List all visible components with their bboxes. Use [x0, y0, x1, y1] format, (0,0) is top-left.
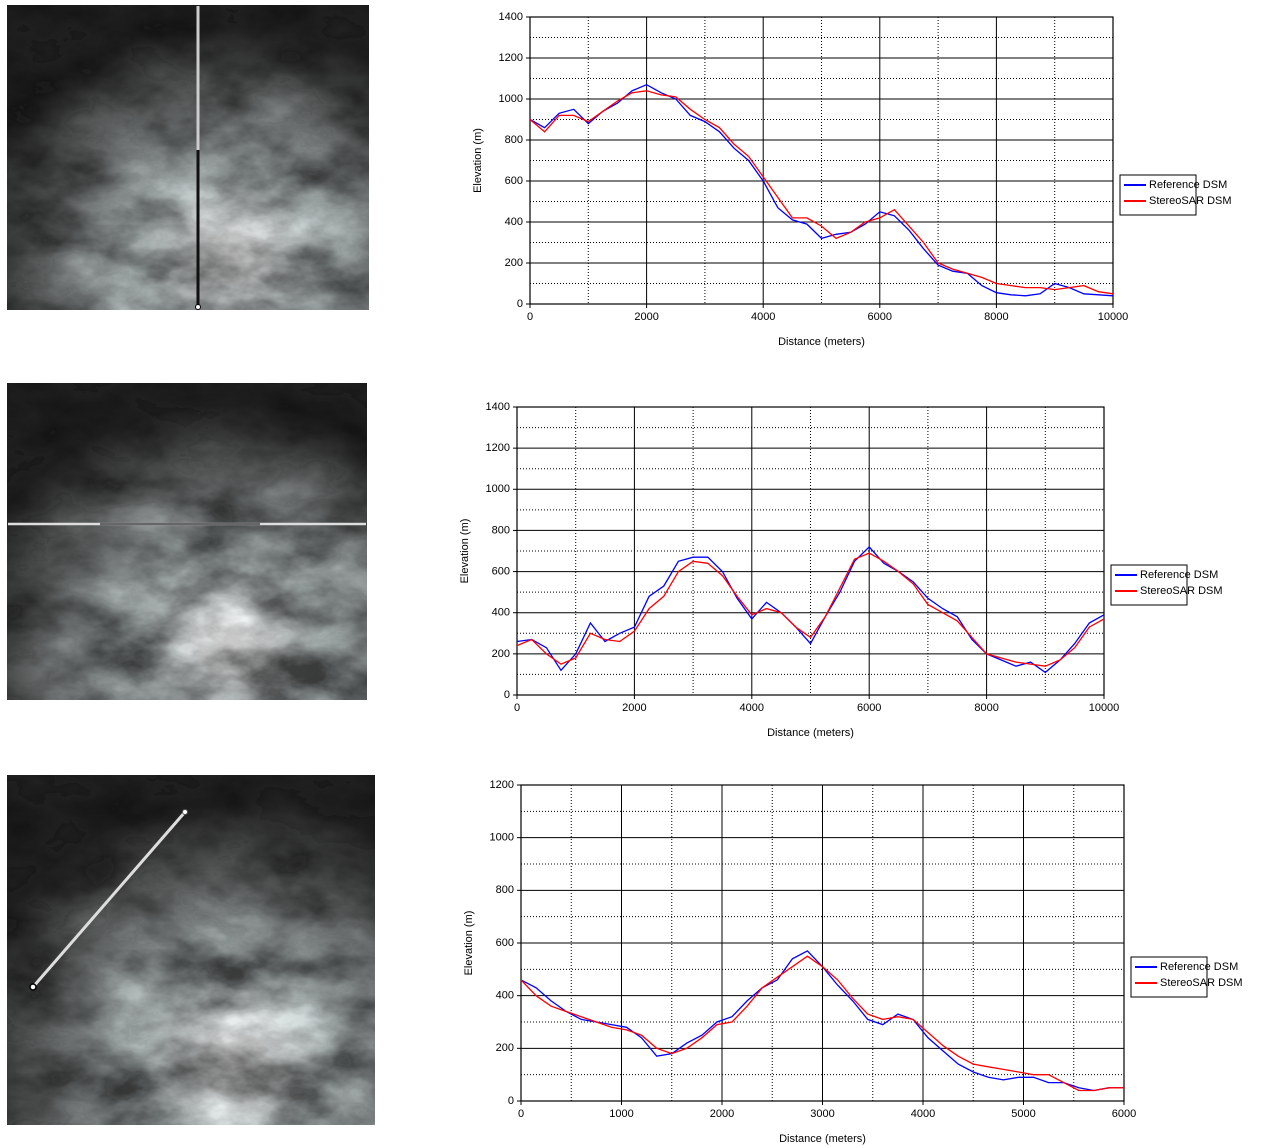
- x-axis-label: Distance (meters): [778, 336, 865, 348]
- x-axis-label: Distance (meters): [779, 1133, 866, 1145]
- y-tick-label: 0: [504, 689, 510, 701]
- y-tick-label: 1400: [486, 401, 510, 413]
- line-chart: 0 200 400 600 800 1000 1200 1400 0 2000 4000 6000 80…: [472, 11, 1232, 348]
- y-tick-label: 400: [492, 607, 510, 619]
- x-tick-label: 2000: [622, 702, 646, 714]
- x-tick-label: 0: [514, 702, 520, 714]
- y-tick-label: 1400: [499, 11, 523, 23]
- legend: Reference DSM StereoSAR DSM: [1111, 565, 1223, 605]
- y-tick-label: 800: [492, 524, 510, 536]
- y-tick-label: 1200: [486, 442, 510, 454]
- y-tick-label: 600: [505, 175, 523, 187]
- y-tick-label: 200: [505, 257, 523, 269]
- line-chart: 0 200 400 600 800 1000 1200 0 1000 2000 3000 4000 50…: [463, 779, 1243, 1145]
- y-tick-label: 1000: [499, 93, 523, 105]
- y-axis-label: Elevation (m): [463, 911, 475, 976]
- legend-label: Reference DSM: [1140, 569, 1218, 581]
- x-tick-label: 0: [518, 1108, 524, 1120]
- x-tick-label: 4000: [740, 702, 764, 714]
- x-tick-label: 6000: [1112, 1108, 1136, 1120]
- y-tick-label: 800: [496, 884, 514, 896]
- y-tick-label: 1200: [490, 779, 514, 791]
- x-tick-label: 4000: [751, 311, 775, 323]
- legend-label: Reference DSM: [1149, 179, 1227, 191]
- legend-label: StereoSAR DSM: [1160, 977, 1243, 989]
- x-tick-label: 3000: [810, 1108, 834, 1120]
- y-tick-label: 400: [496, 990, 514, 1002]
- legend: Reference DSM StereoSAR DSM: [1120, 175, 1232, 215]
- figure: 0200400600800100012001400020004000600080…: [0, 0, 1263, 1148]
- y-tick-label: 600: [492, 565, 510, 577]
- legend-label: Reference DSM: [1160, 961, 1238, 973]
- y-tick-label: 1000: [490, 832, 514, 844]
- y-tick-label: 200: [492, 648, 510, 660]
- y-axis-label: Elevation (m): [459, 519, 471, 584]
- y-tick-label: 200: [496, 1042, 514, 1054]
- terrain-image-2: [7, 383, 367, 700]
- x-tick-label: 2000: [634, 311, 658, 323]
- y-tick-label: 600: [496, 937, 514, 949]
- y-tick-label: 400: [505, 216, 523, 228]
- y-tick-label: 800: [505, 134, 523, 146]
- x-tick-label: 8000: [974, 702, 998, 714]
- x-tick-label: 6000: [868, 311, 892, 323]
- y-axis-label: Elevation (m): [472, 128, 484, 193]
- x-tick-label: 10000: [1098, 311, 1129, 323]
- x-tick-label: 6000: [857, 702, 881, 714]
- terrain-image-1: [7, 5, 369, 310]
- x-tick-label: 1000: [609, 1108, 633, 1120]
- x-tick-label: 8000: [984, 311, 1008, 323]
- legend-label: StereoSAR DSM: [1149, 195, 1232, 207]
- y-tick-label: 0: [517, 298, 523, 310]
- terrain-image-3: [7, 775, 375, 1125]
- x-tick-label: 4000: [911, 1108, 935, 1120]
- legend-label: StereoSAR DSM: [1140, 585, 1223, 597]
- y-tick-label: 0: [508, 1095, 514, 1107]
- x-tick-label: 5000: [1011, 1108, 1035, 1120]
- y-tick-label: 1000: [486, 483, 510, 495]
- x-tick-label: 2000: [710, 1108, 734, 1120]
- x-tick-label: 10000: [1089, 702, 1120, 714]
- x-axis-label: Distance (meters): [767, 727, 854, 739]
- figure-canvas: 0200400600800100012001400020004000600080…: [0, 0, 1263, 1148]
- line-chart: 0 200 400 600 800 1000 1200 1400 0 2000 4000 6000 80…: [459, 401, 1223, 739]
- x-tick-label: 0: [527, 311, 533, 323]
- y-tick-label: 1200: [499, 52, 523, 64]
- legend: Reference DSM StereoSAR DSM: [1131, 957, 1243, 997]
